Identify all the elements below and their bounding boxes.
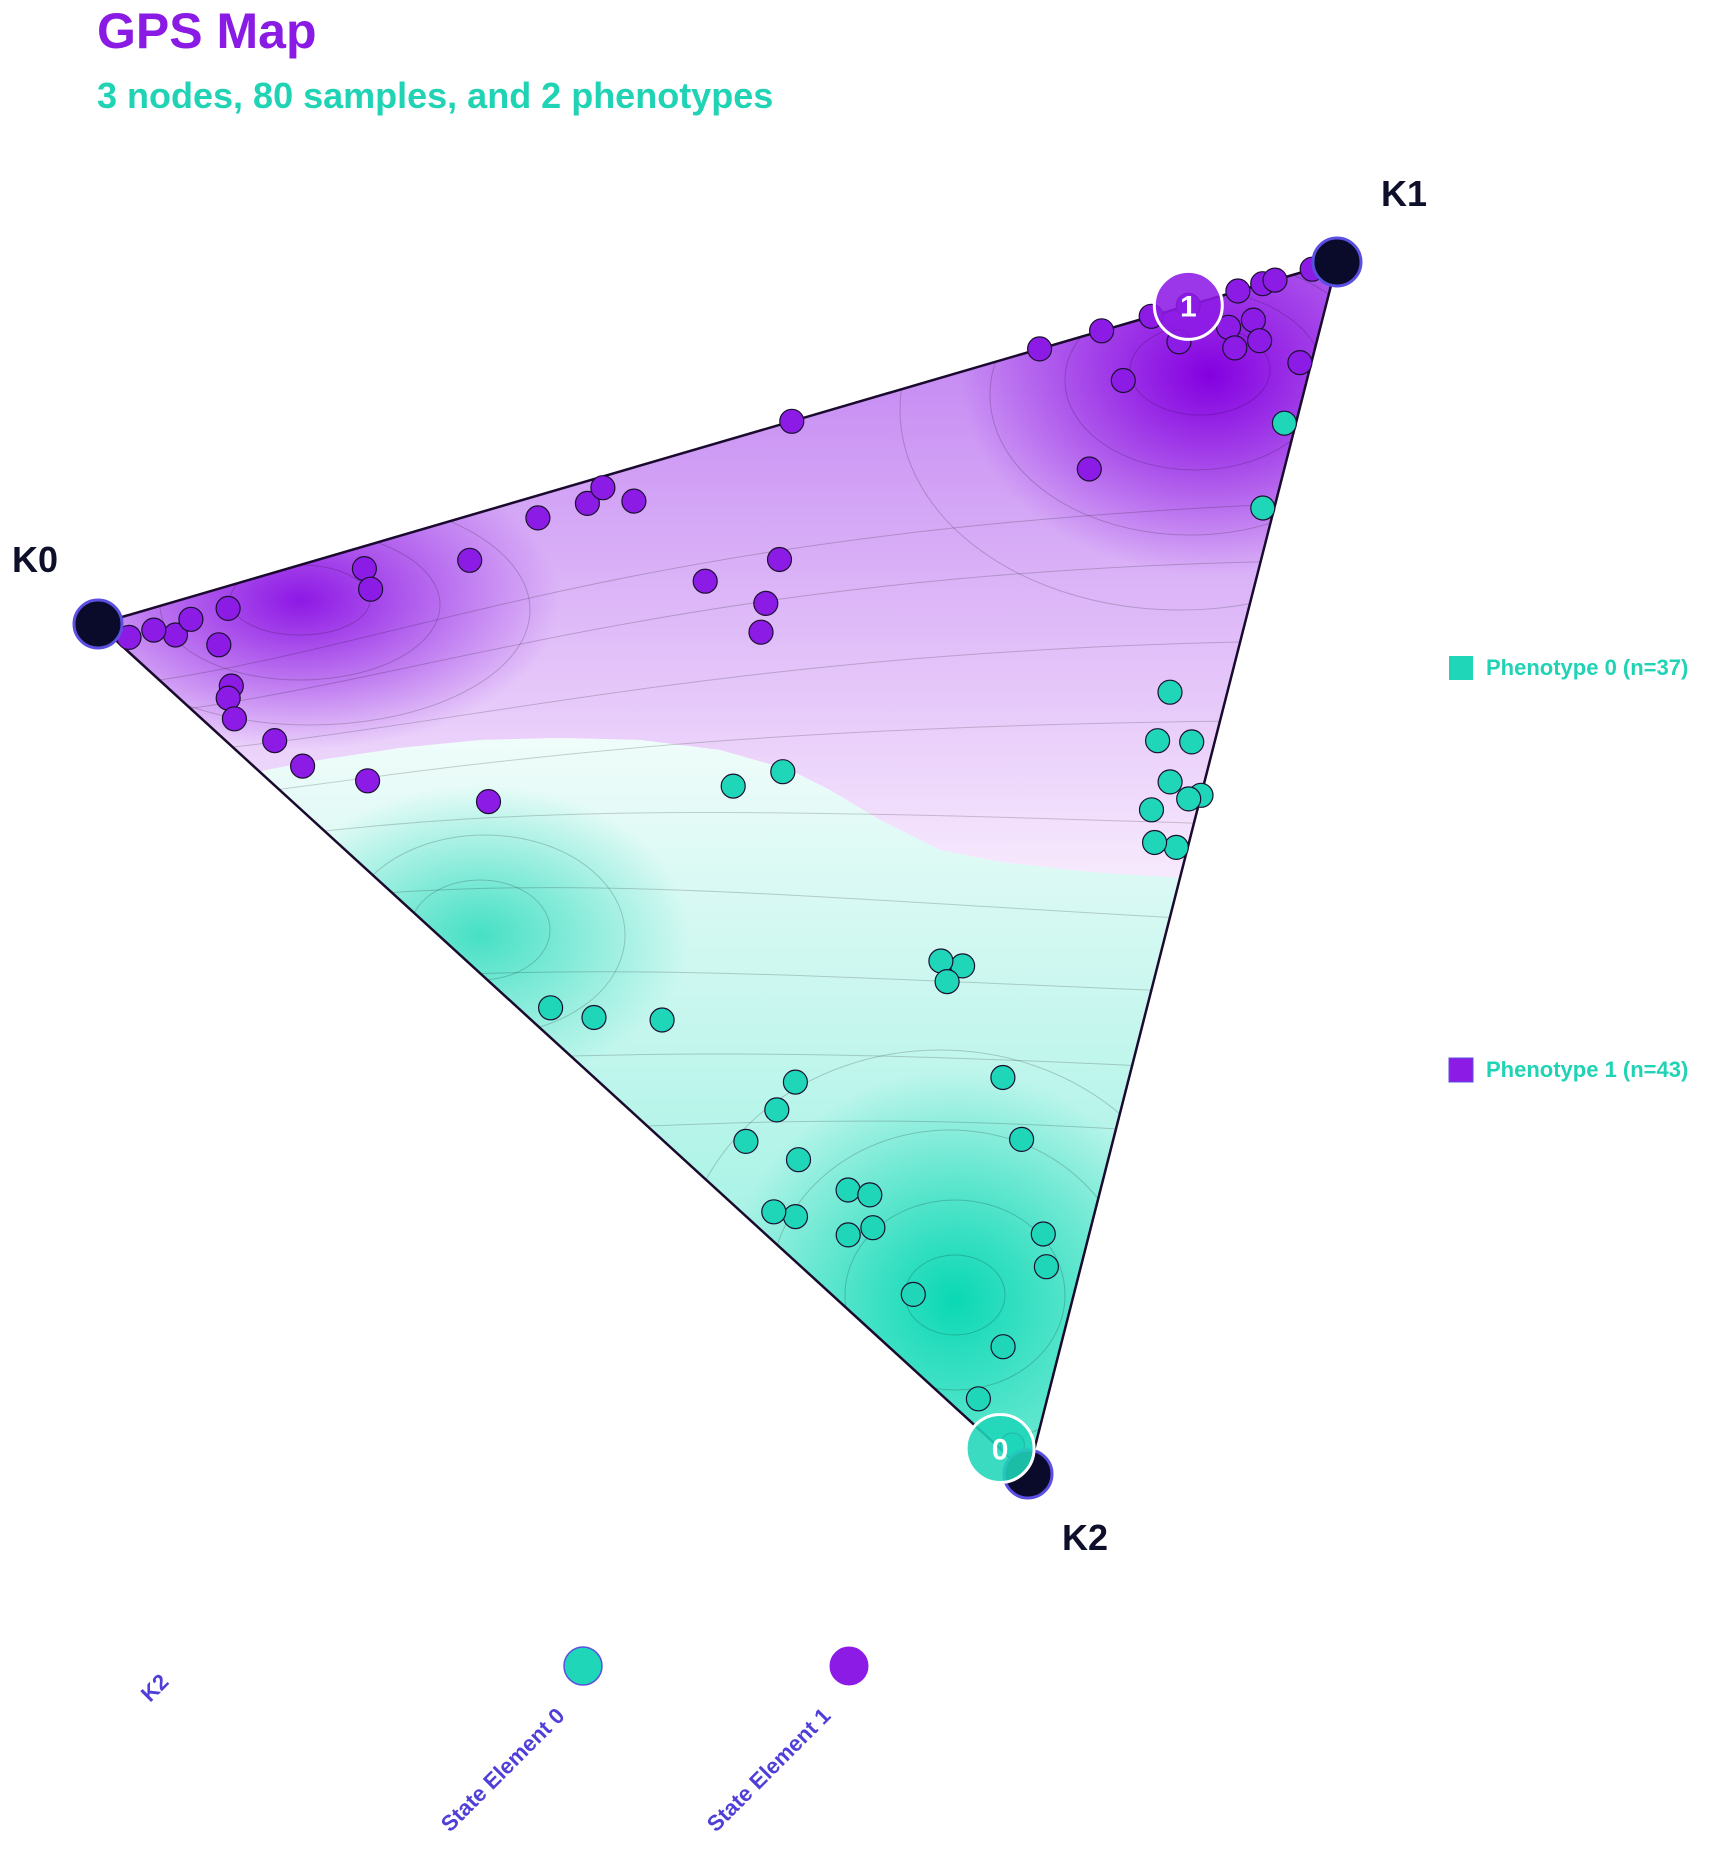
chart-title: GPS Map <box>97 3 316 59</box>
bottom-legend-state-1-marker <box>829 1646 869 1686</box>
ternary-triangle-outline <box>95 260 1339 1477</box>
sample-point-phenotype-0 <box>990 1064 1016 1091</box>
sample-point-phenotype-1 <box>221 706 247 732</box>
sample-point-phenotype-1 <box>178 606 204 632</box>
sample-point-phenotype-1 <box>574 490 601 516</box>
phenotype-1-hotspot <box>960 262 1337 575</box>
sample-point-phenotype-0 <box>835 1222 861 1248</box>
sample-point-phenotype-0 <box>537 995 564 1021</box>
sample-point-phenotype-0 <box>785 1147 812 1173</box>
sample-point-phenotype-0 <box>1030 1221 1056 1247</box>
sample-point-phenotype-1 <box>358 576 384 602</box>
sample-point-phenotype-0 <box>782 1203 809 1230</box>
sample-point-phenotype-0 <box>1157 769 1183 795</box>
sample-point-phenotype-1 <box>457 547 483 573</box>
legend-item-phenotype-1: Phenotype 1 (n=43) <box>1448 1057 1688 1083</box>
legend-swatch-phenotype-1 <box>1448 1057 1474 1083</box>
sample-point-phenotype-1 <box>1026 336 1053 362</box>
vertex-label-k1: K1 <box>1381 173 1427 214</box>
sample-point-phenotype-0 <box>1033 1254 1060 1280</box>
sample-point-phenotype-1 <box>475 788 502 815</box>
sample-point-phenotype-0 <box>990 1334 1016 1360</box>
legend-item-phenotype-0: Phenotype 0 (n=37) <box>1449 655 1688 680</box>
sample-point-phenotype-0 <box>1008 1126 1035 1153</box>
vertex-label-k2: K2 <box>1062 1517 1108 1558</box>
vertex-node-k1 <box>1311 236 1363 288</box>
sample-point-phenotype-1 <box>766 546 793 573</box>
sample-point-phenotype-0 <box>1138 797 1165 823</box>
sample-point-phenotype-1 <box>692 568 718 594</box>
sample-point-phenotype-0 <box>1250 495 1276 521</box>
sample-point-phenotype-0 <box>1141 829 1168 856</box>
sample-point-phenotype-1 <box>748 619 774 645</box>
bottom-legend-state-1-label: State Element 1 <box>702 1703 836 1837</box>
sample-point-phenotype-0 <box>782 1069 809 1095</box>
sample-point-phenotype-1 <box>215 595 241 622</box>
legend-label-phenotype-1: Phenotype 1 (n=43) <box>1486 1057 1688 1082</box>
chart-subtitle: 3 nodes, 80 samples, and 2 phenotypes <box>97 75 773 116</box>
sample-point-phenotype-1 <box>141 617 167 643</box>
sample-point-phenotype-0 <box>900 1281 926 1308</box>
sample-point-phenotype-0 <box>1176 786 1202 812</box>
sample-point-phenotype-1 <box>1246 328 1273 354</box>
bottom-legend-k2-label: K2 <box>136 1669 174 1707</box>
sample-point-phenotype-1 <box>590 475 616 501</box>
sample-point-phenotype-1 <box>1076 456 1102 482</box>
sample-point-phenotype-1 <box>1262 267 1288 293</box>
sample-point-phenotype-1 <box>1287 350 1313 376</box>
sample-point-phenotype-0 <box>770 759 796 785</box>
sample-point-phenotype-0 <box>720 773 746 799</box>
sample-point-phenotype-1 <box>621 488 647 514</box>
sample-point-phenotype-1 <box>1088 318 1115 344</box>
sample-point-phenotype-1 <box>1225 278 1251 304</box>
sample-point-phenotype-0 <box>860 1215 886 1241</box>
sample-point-phenotype-0 <box>1144 728 1171 754</box>
sample-point-phenotype-1 <box>525 505 551 531</box>
sample-point-phenotype-0 <box>649 1007 675 1033</box>
sample-point-phenotype-0 <box>857 1182 883 1208</box>
sample-point-phenotype-1 <box>262 727 288 754</box>
sample-point-phenotype-0 <box>761 1199 787 1225</box>
sample-point-phenotype-0 <box>965 1386 992 1412</box>
sample-point-phenotype-1 <box>779 408 805 434</box>
category-marker-label-0: 0 <box>992 1434 1009 1467</box>
phenotype-1-hotspot <box>98 450 560 750</box>
sample-point-phenotype-0 <box>581 1004 607 1031</box>
sample-point-phenotype-1 <box>1222 335 1248 361</box>
sample-point-phenotype-1 <box>1110 367 1136 394</box>
phenotype-legend: Phenotype 0 (n=37) Phenotype 1 (n=43) <box>1448 655 1688 1083</box>
phenotype-0-hotspot <box>725 1070 1185 1474</box>
category-marker-1 <box>1152 269 1224 341</box>
category-markers: 01 <box>964 269 1224 1484</box>
sample-point-phenotype-0 <box>1271 410 1298 436</box>
bottom-legend-state-0-label: State Element 0 <box>436 1703 570 1837</box>
category-marker-label-1: 1 <box>1180 290 1197 323</box>
bottom-legend: K2 State Element 0 State Element 1 <box>136 1646 869 1837</box>
sample-point-phenotype-0 <box>1163 834 1189 861</box>
sample-point-phenotype-0 <box>934 968 960 995</box>
vertex-label-k0: K0 <box>12 539 58 580</box>
sample-point-phenotype-1 <box>753 590 779 617</box>
sample-point-phenotype-1 <box>290 753 316 779</box>
sample-point-phenotype-0 <box>1157 679 1183 705</box>
legend-swatch-phenotype-0 <box>1449 656 1473 680</box>
sample-point-phenotype-0 <box>733 1128 759 1155</box>
sample-point-phenotype-1 <box>206 632 232 658</box>
sample-points <box>94 256 1347 1458</box>
sample-point-phenotype-0 <box>1179 729 1205 755</box>
legend-label-phenotype-0: Phenotype 0 (n=37) <box>1486 655 1688 680</box>
category-marker-0 <box>964 1413 1036 1484</box>
sample-point-phenotype-0 <box>764 1097 790 1123</box>
sample-point-phenotype-0 <box>835 1177 861 1203</box>
vertex-node-k0 <box>72 598 124 650</box>
bottom-legend-state-0-marker <box>563 1646 603 1686</box>
sample-point-phenotype-1 <box>355 768 381 794</box>
